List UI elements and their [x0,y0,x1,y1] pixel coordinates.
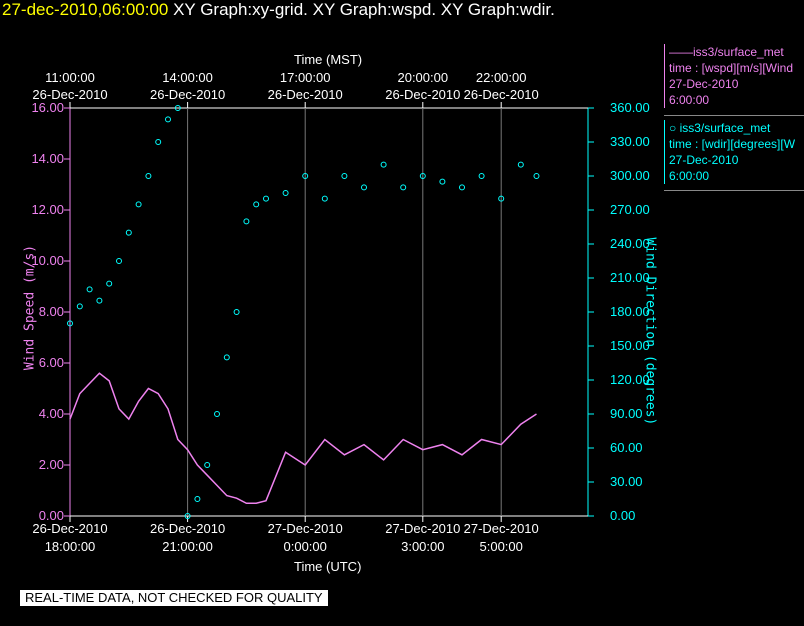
x-tick-label: 5:00:00 [479,539,523,554]
top-x-tick-label: 17:00:00 [279,70,331,85]
top-x-tick-label: 26-Dec-2010 [385,87,461,102]
x-tick-label: 27-Dec-2010 [267,521,343,536]
series-wdir-point [400,184,407,191]
y-tick-label: 10.00 [31,253,64,268]
series-wdir-point [125,229,132,236]
series-wdir-point [533,173,540,179]
y2-tick-label: 30.00 [610,474,643,489]
series-wdir-point [233,309,240,315]
timestamp: 27-dec-2010,06:00:00 [2,0,169,19]
y2-tick-label: 180.00 [610,304,650,319]
series-wdir-point [165,116,171,123]
y2-tick-label: 240.00 [610,236,650,251]
series-wdir-point [380,161,387,168]
legend-wdir-time: 6:00:00 [669,169,710,183]
top-x-tick-label: 26-Dec-2010 [150,87,226,102]
y2-tick-label: 330.00 [610,134,650,149]
y-tick-label: 16.00 [31,100,64,115]
series-wdir-point [174,105,181,111]
y-tick-label: 12.00 [31,202,64,217]
series-wdir-point [243,218,250,225]
legend-wdir-date: 27-Dec-2010 [669,153,739,167]
header: 27-dec-2010,06:00:00 XY Graph:xy-grid. X… [2,0,555,20]
y2-tick-label: 270.00 [610,202,650,217]
y2-tick-label: 360.00 [610,100,650,115]
series-wdir-point [321,195,328,202]
series-wdir-point [67,320,73,327]
series-wdir-point [116,258,122,264]
legend-wdir-series: ○ iss3/surface_met [669,121,771,135]
series-wdir-point [135,201,142,208]
legend-wspd-series: ——iss3/surface_met [669,45,784,59]
series-wdir-point [282,190,289,196]
top-x-axis-label: Time (MST) [294,52,363,67]
top-x-tick-label: 20:00:00 [397,70,449,85]
series-wspd-line [69,372,537,504]
series-wdir-point [155,139,162,145]
legend-wspd-field: time : [wspd][m/s][Wind [669,61,794,75]
top-x-tick-label: 14:00:00 [162,70,213,85]
x-tick-label: 27-Dec-2010 [385,521,461,536]
series-wdir-point [459,184,465,191]
y-tick-label: 2.00 [38,457,64,472]
series-wdir-point [361,184,367,191]
x-tick-label: 26-Dec-2010 [150,521,226,536]
series-wdir-point [439,178,446,185]
series-wdir-point [145,173,152,179]
legend-entry-wdir: ○ iss3/surface_met time : [wdir][degrees… [664,120,804,184]
graph-titles: XY Graph:xy-grid. XY Graph:wspd. XY Grap… [173,0,555,19]
top-x-tick-label: 11:00:00 [45,70,95,85]
series-wdir-point [223,354,230,361]
series-wdir-point [341,173,348,179]
y-tick-label: 0.00 [38,508,64,523]
series-wdir-point [96,297,103,304]
series-wdir-point [498,195,505,202]
series-wdir-point [214,411,220,417]
y-tick-label: 8.00 [38,304,64,319]
y2-tick-label: 60.00 [610,440,643,455]
legend-wspd-date: 27-Dec-2010 [669,77,739,91]
top-x-tick-label: 26-Dec-2010 [267,87,343,102]
y2-tick-label: 210.00 [610,270,650,285]
x-tick-label: 21:00:00 [162,539,213,554]
y2-tick-label: 150.00 [610,338,650,353]
top-x-tick-label: 26-Dec-2010 [463,87,539,102]
series-wdir-point [478,173,485,179]
y2-tick-label: 90.00 [610,406,643,421]
top-x-tick-label: 22:00:00 [475,70,527,85]
legend-divider-2 [664,190,804,191]
series-wdir-point [194,496,201,502]
y2-tick-label: 0.00 [610,508,636,523]
series-wdir-point [184,513,191,519]
x-tick-label: 18:00:00 [44,539,96,554]
bottom-x-axis-label: Time (UTC) [294,559,362,574]
legend-wspd-time: 6:00:00 [669,93,710,107]
x-tick-label: 26-Dec-2010 [32,521,108,536]
y-tick-label: 4.00 [38,406,64,421]
series-wdir-point [76,303,83,310]
series-wdir-point [204,462,211,468]
y2-tick-label: 120.00 [610,372,650,387]
y2-tick-label: 300.00 [610,168,650,183]
top-x-tick-label: 26-Dec-2010 [32,87,108,102]
series-wdir-point [253,201,260,208]
y-tick-label: 6.00 [38,355,64,370]
legend-divider [664,115,804,116]
x-tick-label: 3:00:00 [401,539,445,554]
quality-note: REAL-TIME DATA, NOT CHECKED FOR QUALITY [20,590,328,606]
series-wdir-point [419,173,426,179]
y-tick-label: 14.00 [31,151,64,166]
x-tick-label: 0:00:00 [283,539,327,554]
x-tick-label: 27-Dec-2010 [463,521,539,536]
series-wdir-point [86,286,93,293]
series-wdir-point [263,195,269,202]
series-wdir-point [106,280,113,287]
series-wdir-point [517,161,524,168]
legend-wdir-field: time : [wdir][degrees][W [669,137,796,151]
series-wdir-point [302,173,309,179]
legend-entry-wspd: ——iss3/surface_met time : [wspd][m/s][Wi… [664,44,804,108]
